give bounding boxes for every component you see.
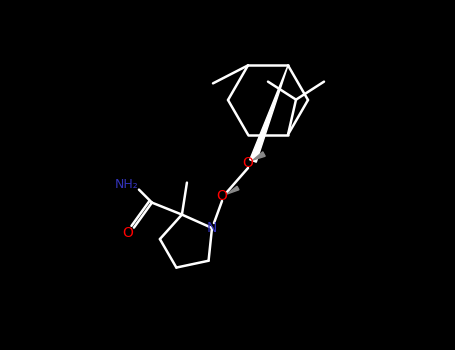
Polygon shape xyxy=(227,186,239,194)
Text: O: O xyxy=(217,189,228,203)
Text: O: O xyxy=(122,226,133,240)
Text: NH₂: NH₂ xyxy=(115,178,139,191)
Text: O: O xyxy=(243,156,253,170)
Polygon shape xyxy=(250,65,288,162)
Polygon shape xyxy=(253,152,265,160)
Text: N: N xyxy=(207,221,217,235)
